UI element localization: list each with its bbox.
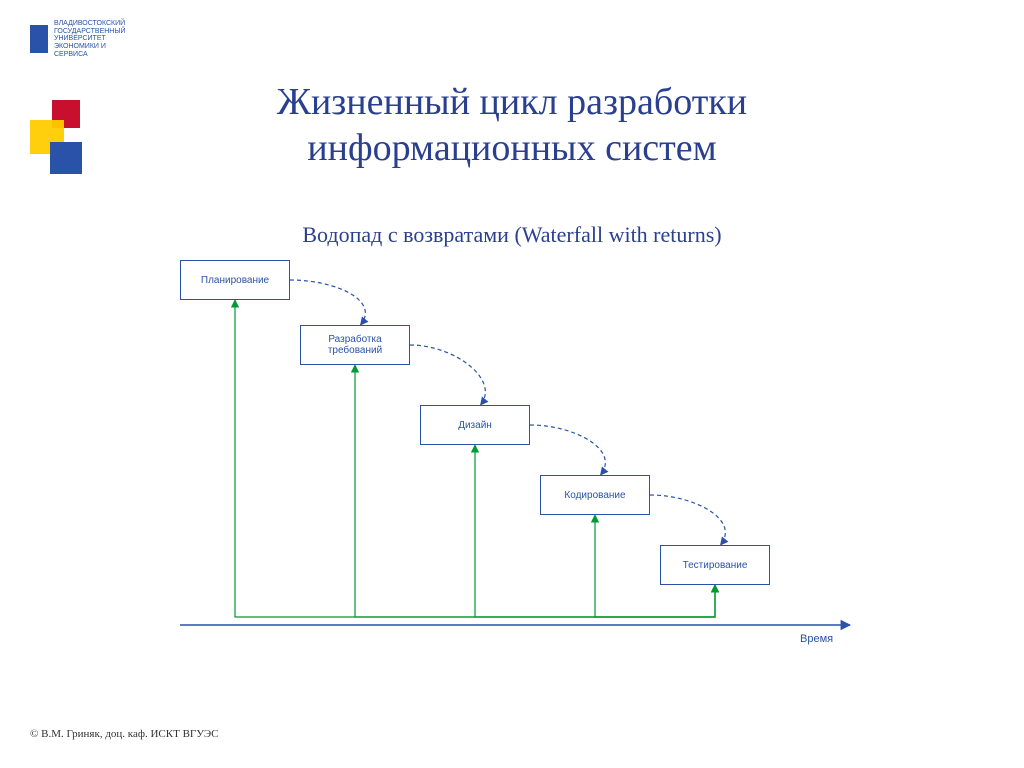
stage-box: Разработка требований [300, 325, 410, 365]
stage-box: Планирование [180, 260, 290, 300]
title-line-2: информационных систем [307, 127, 716, 169]
axis-label: Время [800, 633, 833, 645]
institution-logo: ВЛАДИВОСТОКСКИЙ ГОСУДАРСТВЕННЫЙ УНИВЕРСИ… [30, 20, 134, 58]
slide-footer: © В.М. Гриняк, доц. каф. ИСКТ ВГУЭС [30, 728, 219, 740]
waterfall-diagram: ПланированиеРазработка требованийДизайнК… [170, 255, 870, 655]
logo-text: ВЛАДИВОСТОКСКИЙ ГОСУДАРСТВЕННЫЙ УНИВЕРСИ… [54, 20, 134, 58]
stage-box: Тестирование [660, 545, 770, 585]
stage-box: Дизайн [420, 405, 530, 445]
stage-box: Кодирование [540, 475, 650, 515]
slide-title: Жизненный цикл разработки информационных… [0, 80, 1024, 171]
forward-arrow [410, 345, 485, 405]
slide-subtitle: Водопад с возвратами (Waterfall with ret… [0, 222, 1024, 248]
diagram-svg [170, 255, 870, 655]
title-line-1: Жизненный цикл разработки [277, 81, 747, 123]
forward-arrow [290, 280, 365, 325]
forward-arrow [650, 495, 725, 545]
logo-icon [30, 25, 48, 53]
forward-arrow [530, 425, 605, 475]
